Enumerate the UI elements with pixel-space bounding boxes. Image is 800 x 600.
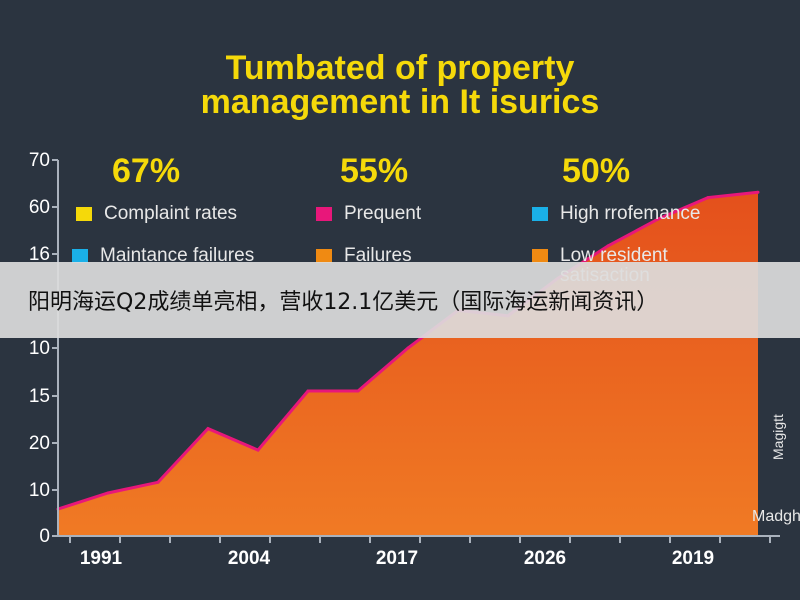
data-point bbox=[406, 346, 410, 350]
x-tick-label: 2026 bbox=[523, 548, 567, 569]
chart-title-line-1: Tumbated of property bbox=[225, 49, 575, 87]
legend-swatch bbox=[316, 207, 332, 221]
data-point bbox=[206, 427, 210, 431]
legend-swatch bbox=[532, 249, 548, 263]
data-point bbox=[606, 244, 610, 248]
data-point bbox=[256, 448, 260, 452]
data-point bbox=[156, 480, 160, 484]
legend-swatch bbox=[316, 249, 332, 263]
data-point bbox=[756, 190, 760, 194]
stat-value-1: 67% bbox=[112, 152, 181, 190]
x-tick-label: 2017 bbox=[375, 548, 419, 569]
data-point bbox=[306, 389, 310, 393]
x-tick-label: 1991 bbox=[79, 548, 123, 569]
y-tick-label: 15 bbox=[28, 386, 50, 407]
y-tick-label: 16 bbox=[28, 244, 50, 265]
data-point bbox=[356, 389, 360, 393]
y-tick-label: 0 bbox=[39, 526, 50, 547]
data-point bbox=[656, 217, 660, 221]
news-banner: 阳明海运Q2成绩单亮相，营收12.1亿美元（国际海运新闻资讯） bbox=[0, 262, 800, 338]
legend-item-maintance-failures: Maintance failures bbox=[72, 246, 254, 266]
chart-title-line-2: management in It isurics bbox=[200, 83, 600, 121]
data-point bbox=[106, 491, 110, 495]
legend-label: High rrofemance bbox=[560, 203, 701, 224]
y-tick-label: 10 bbox=[28, 480, 50, 501]
data-point bbox=[706, 196, 710, 200]
watermark-side-text: Magigtt bbox=[770, 414, 786, 460]
area-fill bbox=[58, 192, 758, 536]
watermark-bottom-text: Madgh bbox=[752, 508, 800, 525]
legend-label: Failures bbox=[344, 245, 412, 266]
legend-label: Complaint rates bbox=[104, 203, 238, 224]
y-tick-label: 10 bbox=[28, 338, 50, 359]
legend-label: Prequent bbox=[344, 203, 422, 224]
legend-label: Maintance failures bbox=[100, 245, 255, 266]
legend-item-high-rrofemance: High rrofemance bbox=[532, 204, 700, 224]
y-tick-label: 70 bbox=[28, 150, 50, 171]
x-tick-label: 2004 bbox=[227, 548, 271, 569]
legend-swatch bbox=[72, 249, 88, 263]
stat-value-3: 50% bbox=[562, 152, 631, 190]
legend-swatch bbox=[532, 207, 548, 221]
legend-swatch bbox=[76, 207, 92, 221]
stat-value-2: 55% bbox=[340, 152, 409, 190]
news-banner-text: 阳明海运Q2成绩单亮相，营收12.1亿美元（国际海运新闻资讯） bbox=[28, 290, 659, 315]
legend-item-prequent: Prequent bbox=[316, 204, 421, 224]
x-tick-label: 2019 bbox=[671, 548, 715, 569]
y-tick-label: 20 bbox=[28, 433, 50, 454]
y-tick-label: 60 bbox=[28, 197, 50, 218]
legend-item-failures: Failures bbox=[316, 246, 412, 266]
legend-item-complaint-rates: Complaint rates bbox=[76, 204, 237, 224]
